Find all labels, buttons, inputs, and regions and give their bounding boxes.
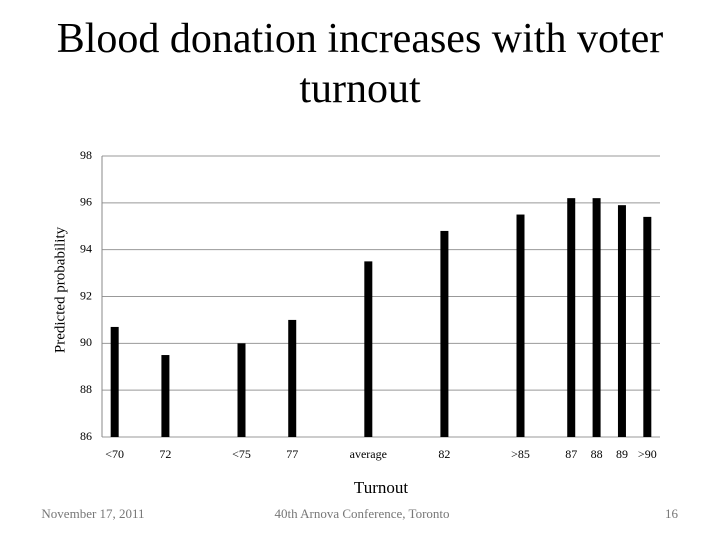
x-tick-label: average xyxy=(350,447,387,461)
y-tick-label: 96 xyxy=(80,195,92,209)
x-tick-label: >90 xyxy=(638,447,657,461)
y-tick-label: 90 xyxy=(80,335,92,349)
bar xyxy=(516,214,525,437)
y-tick-label: 88 xyxy=(80,382,92,396)
x-tick-label: 89 xyxy=(616,447,628,461)
bar xyxy=(161,355,170,437)
footer-event: 40th Arnova Conference, Toronto xyxy=(274,506,449,521)
bar xyxy=(617,205,626,437)
x-tick-label: 88 xyxy=(591,447,603,461)
bar xyxy=(643,216,652,437)
footer-page: 16 xyxy=(665,506,679,521)
y-tick-label: 92 xyxy=(80,288,92,302)
x-tick-label: 87 xyxy=(565,447,577,461)
bar xyxy=(364,261,373,437)
x-tick-label: <75 xyxy=(232,447,251,461)
bar xyxy=(110,326,119,437)
bar xyxy=(567,198,576,437)
y-tick-label: 94 xyxy=(80,241,92,255)
title-box: Blood donation increases with voter turn… xyxy=(56,16,664,112)
y-tick-label: 98 xyxy=(80,148,92,162)
chart-title: Blood donation increases with voter turn… xyxy=(56,16,664,112)
footer-date: November 17, 2011 xyxy=(41,506,144,521)
x-axis-label: Turnout xyxy=(354,478,408,497)
bar xyxy=(288,319,297,437)
x-tick-label: >85 xyxy=(511,447,530,461)
y-axis-label: Predicted probability xyxy=(52,226,68,353)
bar xyxy=(237,343,246,437)
bar xyxy=(592,198,601,437)
x-tick-label: 72 xyxy=(159,447,171,461)
x-tick-label: 82 xyxy=(438,447,450,461)
bar xyxy=(440,230,449,437)
y-tick-label: 86 xyxy=(80,429,92,443)
x-tick-label: <70 xyxy=(105,447,124,461)
plot-area: 86 88 90 92 94 96 98 <70 72 <75 77 average 82 >85 87 88… xyxy=(80,148,660,461)
x-tick-label: 77 xyxy=(286,447,298,461)
